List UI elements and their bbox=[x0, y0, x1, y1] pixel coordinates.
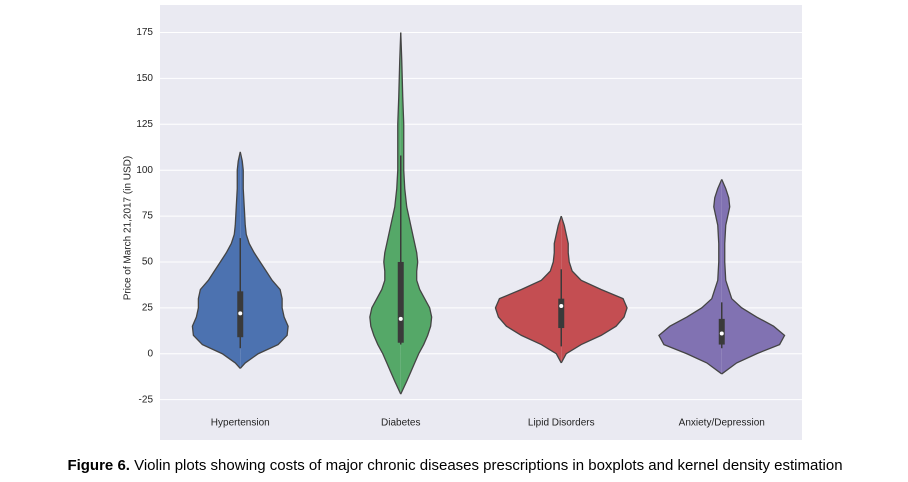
y-tick-label: 0 bbox=[147, 348, 153, 359]
caption: Figure 6. Violin plots showing costs of … bbox=[67, 457, 842, 474]
violin-half bbox=[191, 151, 241, 369]
violin-half bbox=[239, 151, 289, 369]
violin-half bbox=[400, 32, 433, 395]
plot-background bbox=[160, 5, 802, 440]
y-axis-label: Price of March 21,2017 (in USD) bbox=[123, 156, 134, 301]
x-tick-label: Lipid Disorders bbox=[528, 418, 595, 429]
violin-half bbox=[369, 32, 402, 395]
median bbox=[238, 311, 243, 316]
violin-half bbox=[721, 179, 786, 375]
box bbox=[397, 261, 404, 343]
y-tick-label: 50 bbox=[142, 257, 154, 268]
violin-half bbox=[560, 215, 628, 364]
violin-half bbox=[658, 179, 723, 375]
y-tick-label: -25 bbox=[139, 394, 154, 405]
median bbox=[398, 316, 403, 321]
y-tick-label: 75 bbox=[142, 211, 154, 222]
caption-label: Figure 6. bbox=[67, 457, 130, 474]
box bbox=[558, 298, 565, 329]
violin-half bbox=[494, 215, 562, 364]
caption-text: Violin plots showing costs of major chro… bbox=[130, 457, 843, 474]
x-tick-label: Anxiety/Depression bbox=[679, 418, 765, 429]
x-tick-label: Hypertension bbox=[211, 418, 270, 429]
plot bbox=[191, 32, 786, 395]
y-tick-label: 175 bbox=[136, 27, 153, 38]
y-tick-label: 125 bbox=[136, 119, 153, 130]
median bbox=[559, 304, 564, 309]
median bbox=[719, 331, 724, 336]
y-tick-label: 25 bbox=[142, 302, 154, 313]
x-tick-label: Diabetes bbox=[381, 418, 420, 429]
y-tick-label: 100 bbox=[136, 165, 153, 176]
y-tick-label: 150 bbox=[136, 73, 153, 84]
